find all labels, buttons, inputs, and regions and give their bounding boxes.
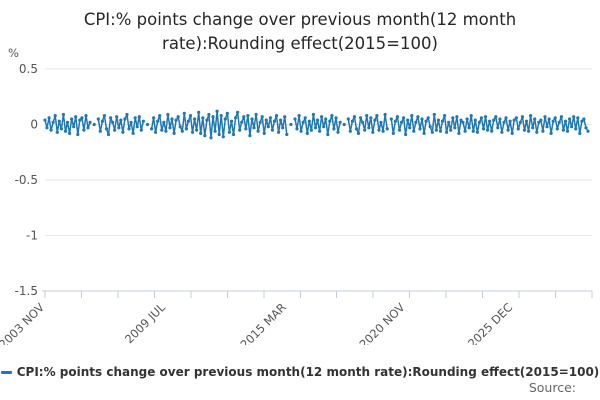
y-axis-unit-label: % xyxy=(8,46,19,60)
svg-text:0.5: 0.5 xyxy=(19,62,38,76)
y-gridlines xyxy=(45,68,592,236)
legend-item[interactable]: CPI:% points change over previous month(… xyxy=(0,365,600,379)
svg-text:2015 MAR: 2015 MAR xyxy=(238,300,289,345)
svg-text:0: 0 xyxy=(30,118,38,132)
legend-line-marker-icon xyxy=(0,370,12,374)
legend-label: CPI:% points change over previous month(… xyxy=(16,365,600,379)
chart-title: CPI:% points change over previous month(… xyxy=(83,10,517,53)
svg-text:-1.5: -1.5 xyxy=(15,284,38,298)
legend: CPI:% points change over previous month(… xyxy=(0,362,600,382)
data-series-line xyxy=(43,109,590,140)
svg-text:2020 NOV: 2020 NOV xyxy=(357,300,408,345)
plot-area: 0.50-0.5-1-1.5 2003 NOV 2009 JUL 2015 MAR 2… xyxy=(0,62,593,345)
y-axis-labels: 0.5 0 -0.5 -1 -1.5 xyxy=(15,62,38,298)
svg-text:2025 DEC: 2025 DEC xyxy=(465,300,515,345)
svg-text:2003 NOV: 2003 NOV xyxy=(0,300,47,345)
svg-text:-0.5: -0.5 xyxy=(15,173,38,187)
source-label: Source: xyxy=(528,380,576,395)
svg-text:-1: -1 xyxy=(26,229,38,243)
svg-text:2009 JUL: 2009 JUL xyxy=(122,300,168,345)
x-axis-labels: 2003 NOV 2009 JUL 2015 MAR 2020 NOV 2025 DEC xyxy=(0,300,515,345)
x-axis xyxy=(42,290,593,298)
